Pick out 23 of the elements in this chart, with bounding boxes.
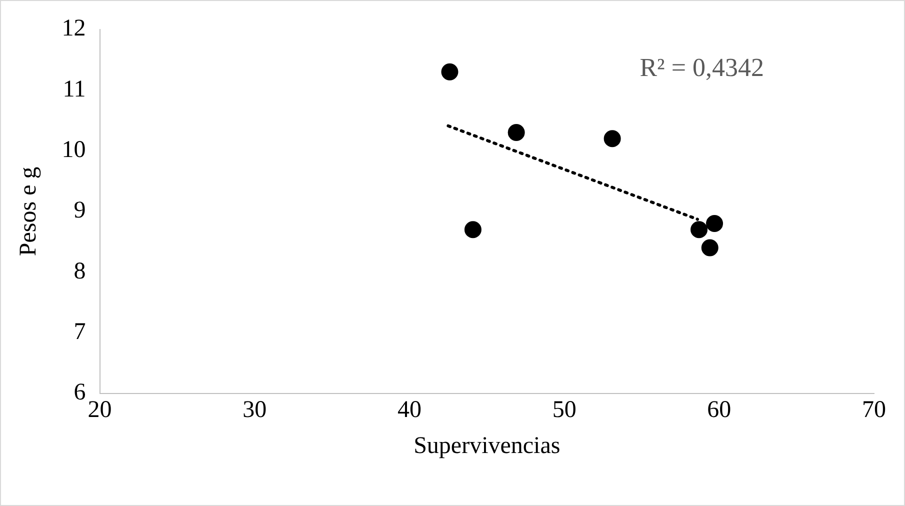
y-tick-label: 6 <box>74 380 86 406</box>
x-tick-label: 40 <box>397 397 422 424</box>
x-tick-label: 20 <box>88 397 112 424</box>
y-tick-label: 11 <box>62 76 86 102</box>
x-tick-label: 30 <box>242 397 267 424</box>
point <box>441 63 458 80</box>
point <box>508 124 525 142</box>
y-tick-label: 12 <box>62 16 86 42</box>
point <box>604 130 621 148</box>
y-axis-title: Pesos e g <box>16 166 42 256</box>
y-tick-label: 10 <box>62 137 86 164</box>
y-tick-label: 8 <box>74 258 86 284</box>
point <box>464 221 482 238</box>
annotation: R² = 0,4342 <box>640 53 764 82</box>
point <box>690 221 708 238</box>
y-tick-label: 9 <box>74 198 86 224</box>
x-tick-label: 70 <box>862 397 886 424</box>
y-tick-label: 7 <box>74 319 86 346</box>
point <box>706 215 724 232</box>
point <box>701 239 718 256</box>
x-axis-title: Supervivencias <box>414 432 560 459</box>
x-tick-label: 50 <box>552 397 576 424</box>
x-tick-label: 60 <box>707 397 732 424</box>
